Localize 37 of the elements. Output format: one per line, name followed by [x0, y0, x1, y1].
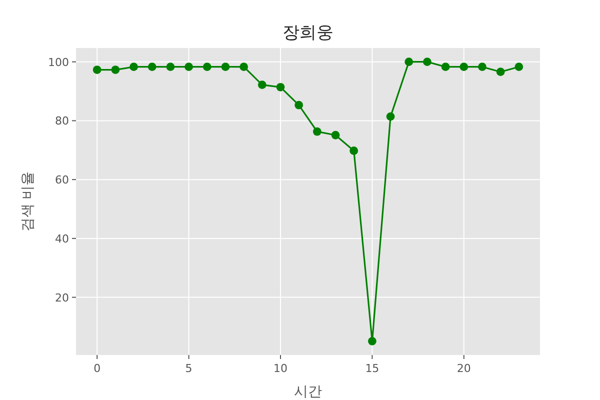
point	[331, 130, 340, 140]
y-tick-label: 60	[55, 174, 69, 187]
x-tick-label: 0	[94, 362, 101, 375]
point	[350, 146, 358, 155]
chart-title: 장희웅	[282, 23, 334, 43]
point	[130, 62, 138, 72]
point	[240, 62, 248, 72]
point	[496, 68, 505, 76]
point	[92, 66, 102, 74]
point	[478, 62, 486, 72]
point	[166, 62, 175, 72]
point	[294, 100, 304, 110]
x-axis-title: 시간	[294, 384, 322, 400]
y-tick-label: 20	[55, 291, 69, 304]
point	[221, 62, 230, 72]
point	[460, 62, 468, 72]
point	[514, 62, 524, 72]
point	[258, 80, 266, 89]
point	[441, 62, 450, 72]
point	[202, 62, 212, 72]
point	[312, 127, 322, 136]
y-tick-label: 100	[48, 56, 69, 69]
point	[386, 112, 395, 121]
point	[111, 66, 120, 74]
point	[184, 62, 193, 72]
x-tick-label: 20	[456, 362, 471, 375]
x-tick-label: 10	[273, 362, 288, 375]
y-axis-title: 검색 비율	[20, 171, 36, 232]
point	[404, 58, 414, 66]
point	[423, 58, 432, 66]
x-tick-label: 15	[365, 362, 380, 375]
x-tick-label: 5	[185, 362, 192, 375]
y-tick-label: 80	[55, 114, 69, 128]
y-tick-label: 40	[55, 232, 69, 246]
point	[368, 336, 376, 346]
point	[276, 82, 285, 92]
point	[148, 62, 156, 72]
